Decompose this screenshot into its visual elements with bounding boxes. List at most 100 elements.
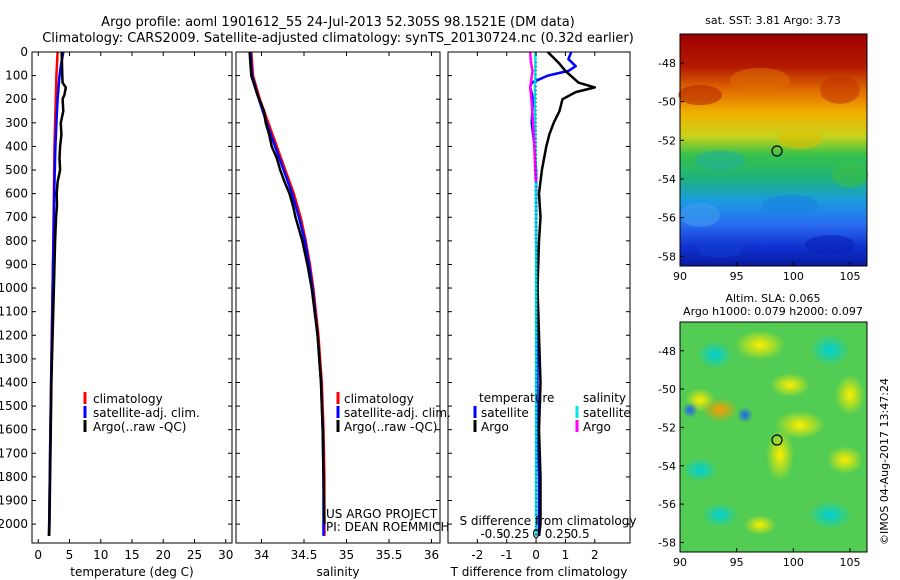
y-tick-label: 1100 [0,305,28,319]
series-line-salinity-satellite [533,51,538,536]
x-tick-label: 30 [218,548,233,562]
map-y-tick-label: -48 [658,345,676,358]
map-x-tick-label: 100 [783,270,804,283]
project-credit: US ARGO PROJECT [326,507,438,521]
x-tick-label: -1 [501,548,513,562]
series-line-argo-raw-qc- [248,51,326,525]
y-tick-label: 900 [5,257,28,271]
legend-label-satellite: satellite-adj. clim. [93,406,200,420]
legend-label-argo: Argo(..raw -QC) [93,420,186,434]
legend-header-salinity: salinity [583,391,626,405]
map-y-tick-label: -54 [658,460,676,473]
salinity-panel: 34 34.5 35 35.5 36 salinity [235,51,441,579]
y-tick-label: 1700 [0,446,28,460]
pi-credit: PI: DEAN ROEMMICH [326,520,449,534]
y-tick-label: 1400 [0,375,28,389]
sst-map-frame [679,33,868,267]
x-tick-label: 35 [339,548,354,562]
map-axes: 90 95 100 105 -48 -50 -52 -54 -56 -58 90 95 100 105 -4… [658,57,860,569]
title-line-1: Argo profile: aoml 1901612_55 24-Jul-201… [101,15,575,30]
y-tick-label: 600 [5,187,28,201]
y-tick-label: 500 [5,163,28,177]
map-y-tick-label: -58 [658,536,676,549]
profile-location-marker [771,434,783,446]
x-tick-label: 0 [532,548,540,562]
map-y-tick-label: -50 [658,383,676,396]
y-tick-label: 0 [20,45,28,59]
y-tick-label: 400 [5,139,28,153]
x-tick-label: 20 [156,548,171,562]
map-x-tick-label: 90 [673,270,687,283]
profile-location-marker [771,145,783,157]
difference-legend: temperature salinity satellite Argo sate… [473,391,631,434]
sla-map-title-1: Altim. SLA: 0.065 [725,292,820,305]
legend-label-sal-argo: Argo [583,420,611,434]
legend-label-argo: Argo(..raw -QC) [344,420,437,434]
sst-map-texture [678,68,868,258]
x-tick-label: 25 [187,548,202,562]
difference-xlabel-salinity: S difference from climatology [460,514,637,528]
s-diff-tick-label: 0.25 [545,527,572,541]
plot-frame [235,51,441,544]
s-diff-tick-label: -0.25 [499,527,530,541]
map-y-tick-label: -52 [658,134,676,147]
map-x-tick-label: 105 [840,556,861,569]
map-y-tick-label: -58 [658,250,676,263]
y-tick-label: 100 [5,69,28,83]
sla-map [679,321,868,553]
y-tick-label: 700 [5,210,28,224]
map-x-tick-label: 105 [840,270,861,283]
y-tick-label: 1600 [0,423,28,437]
y-tick-label: 1000 [0,281,28,295]
x-tick-label: 15 [124,548,139,562]
series-line-argo-raw-qc- [47,51,68,536]
map-y-tick-label: -56 [658,498,676,511]
map-y-tick-label: -52 [658,421,676,434]
series-line-temperature-argo [536,51,597,537]
s-diff-tick-label: -0.5 [480,527,503,541]
sla-map-frame [679,321,868,553]
map-x-tick-label: 90 [673,556,687,569]
x-tick-label: 34.5 [291,548,318,562]
x-tick-label: 36 [424,548,439,562]
s-diff-tick-label: 0.5 [571,527,590,541]
legend-label-temp-satellite: satellite [481,406,529,420]
timestamp: ©IMOS 04-Aug-2017 13:47:24 [878,378,891,545]
sla-map-title-2: Argo h1000: 0.079 h2000: 0.097 [683,305,863,318]
legend-label-satellite: satellite-adj. clim. [344,406,451,420]
sst-map [678,33,868,267]
difference-panel: -2 -1 0 1 2 T difference from climatology -0.5… [447,51,631,579]
legend-label-climatology: climatology [344,392,414,406]
y-tick-label: 2000 [0,517,28,531]
y-tick-label: 1200 [0,328,28,342]
x-tick-label: 35.5 [376,548,403,562]
map-y-tick-label: -54 [658,173,676,186]
map-x-tick-label: 95 [730,556,744,569]
y-tick-label: 200 [5,92,28,106]
x-tick-label: 0 [34,548,42,562]
y-tick-label: 800 [5,234,28,248]
legend-label-climatology: climatology [93,392,163,406]
map-y-tick-label: -50 [658,96,676,109]
title-line-2: Climatology: CARS2009. Satellite-adjuste… [42,31,634,46]
series-line-salinity-argo [528,51,538,182]
plot-frame [447,51,631,544]
sst-map-field [680,34,867,266]
temperature-panel: 0100200300400500600700800900100011001200… [0,45,233,579]
legend-label-sal-satellite: satellite [583,406,631,420]
map-x-tick-label: 95 [730,270,744,283]
y-tick-label: 300 [5,116,28,130]
temperature-legend: climatology satellite-adj. clim. Argo(..… [83,392,200,434]
map-x-tick-label: 100 [783,556,804,569]
x-tick-label: 5 [66,548,74,562]
y-tick-label: 1500 [0,399,28,413]
legend-header-temperature: temperature [479,391,554,405]
x-tick-label: 10 [93,548,108,562]
x-tick-label: 1 [562,548,570,562]
y-tick-label: 1900 [0,494,28,508]
x-axis-label: temperature (deg C) [70,565,193,579]
map-y-tick-label: -56 [658,212,676,225]
x-tick-label: -2 [471,548,483,562]
sst-map-title: sat. SST: 3.81 Argo: 3.73 [705,14,841,27]
